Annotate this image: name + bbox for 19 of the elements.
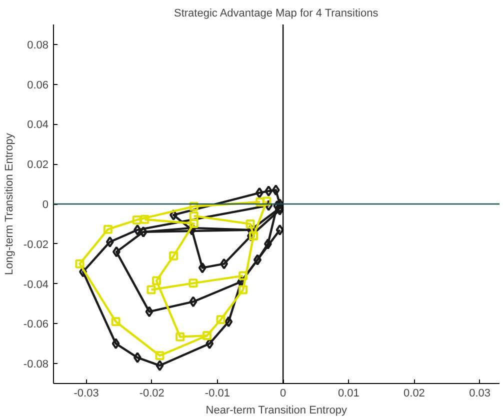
chart-title: Strategic Advantage Map for 4 Transitions: [174, 8, 379, 20]
x-axis-title: Near-term Transition Entropy: [206, 404, 348, 416]
y-tick-label: 0.06: [27, 79, 49, 92]
x-tick-label: 0.01: [338, 388, 360, 400]
y-tick-label: -0.02: [23, 238, 49, 251]
y-tick-label: -0.06: [23, 318, 49, 331]
y-tick-label: 0.02: [27, 159, 49, 172]
y-tick-label: -0.04: [23, 278, 49, 291]
y-tick-label: 0: [42, 199, 49, 211]
x-tick-label: -0.01: [204, 388, 230, 400]
x-tick-label: 0: [280, 388, 286, 400]
y-tick-label: 0.04: [27, 119, 49, 132]
x-tick-label: -0.02: [139, 388, 164, 400]
y-tick-label: -0.08: [23, 358, 49, 371]
y-tick-label: 0.08: [27, 39, 49, 52]
x-tick-label: -0.03: [74, 388, 99, 400]
x-tick-label: 0.03: [469, 388, 491, 400]
x-tick-label: 0.02: [404, 388, 425, 400]
y-axis-title: Long-term Transition Entropy: [3, 132, 16, 276]
